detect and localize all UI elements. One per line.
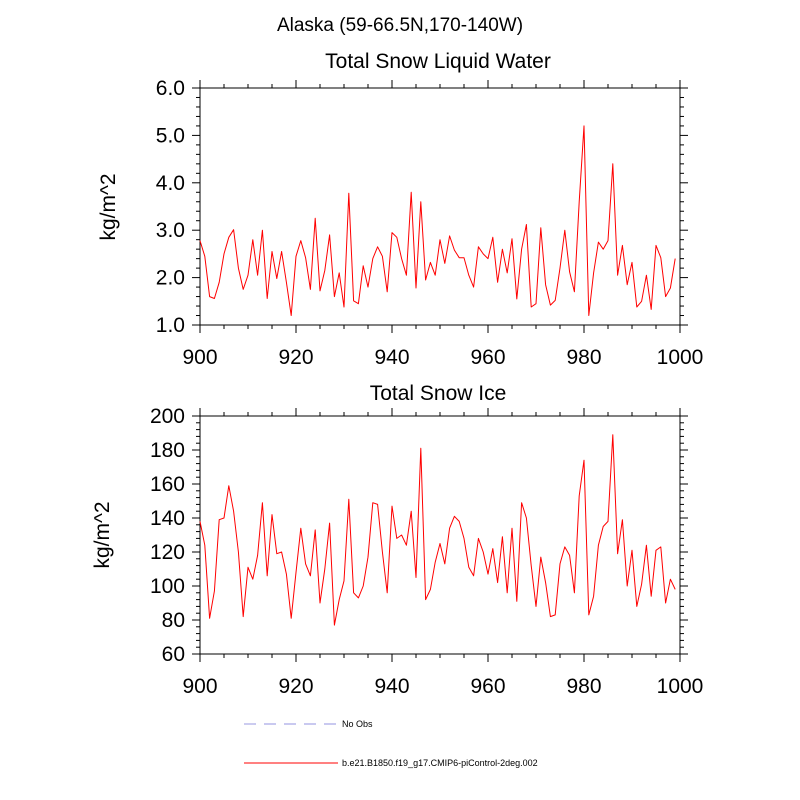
x-tick-label: 1000: [657, 346, 704, 369]
series-line: [199, 434, 676, 626]
y-tick-label: 200: [150, 405, 185, 428]
x-tick-label: 980: [566, 346, 601, 369]
chart-panel-snow-ice: Total Snow Ice kg/m^2 900 920 940 960 980 100…: [91, 382, 703, 698]
y-tick-label: 140: [150, 507, 185, 530]
y-tick-label: 6.0: [156, 77, 185, 100]
plot-frame: [199, 415, 681, 655]
x-tick-label: 940: [374, 346, 409, 369]
y-tick-label: 3.0: [156, 219, 185, 242]
chart-panel-snow-liquid-water: Total Snow Liquid Water kg/m^2 900 920 940…: [97, 50, 703, 369]
y-tick-label: 180: [150, 439, 185, 462]
x-tick-label: 980: [566, 675, 601, 698]
y-axis-label: kg/m^2: [91, 501, 114, 568]
y-tick-label: 2.0: [156, 267, 185, 290]
series-line: [199, 125, 676, 316]
y-tick-label: 80: [162, 609, 185, 632]
x-tick-label: 920: [278, 346, 313, 369]
y-axis-label: kg/m^2: [97, 173, 120, 240]
plot-area: 900 920 940 960 980 1000 60 80 100 120 140 160 180 20…: [150, 405, 703, 698]
y-tick-label: 4.0: [156, 172, 185, 195]
y-tick-label: 120: [150, 541, 185, 564]
figure-title: Alaska (59-66.5N,170-140W): [277, 15, 523, 36]
y-tick-label: 5.0: [156, 124, 185, 147]
x-tick-label: 920: [278, 675, 313, 698]
x-tick-label: 940: [374, 675, 409, 698]
plot-frame: [199, 87, 681, 326]
y-tick-label: 60: [162, 643, 185, 666]
x-tick-label: 960: [470, 675, 505, 698]
legend: No Obs b.e21.B1850.f19_g17.CMIP6-piContr…: [244, 719, 538, 768]
chart-title: Total Snow Ice: [370, 382, 507, 405]
legend-label-no-obs: No Obs: [342, 719, 373, 729]
x-tick-label: 1000: [657, 675, 704, 698]
chart-title: Total Snow Liquid Water: [325, 50, 551, 73]
legend-label-picontrol: b.e21.B1850.f19_g17.CMIP6-piControl-2deg…: [342, 758, 538, 768]
y-tick-label: 160: [150, 473, 185, 496]
y-tick-label: 1.0: [156, 314, 185, 337]
x-tick-label: 960: [470, 346, 505, 369]
x-tick-label: 900: [182, 346, 217, 369]
plot-area: 900 920 940 960 980 1000 1.0 2.0 3.0 4.0 5.0 6.0: [156, 77, 704, 369]
y-tick-label: 100: [150, 575, 185, 598]
x-tick-label: 900: [182, 675, 217, 698]
